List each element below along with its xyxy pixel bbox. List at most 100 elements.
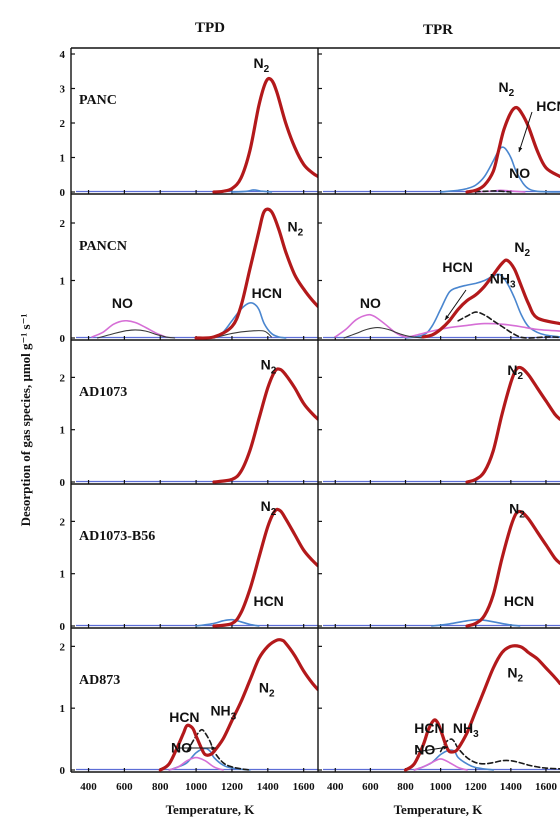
species-label-subscript: 2 <box>517 371 523 382</box>
species-label-subscript: 3 <box>231 712 237 723</box>
series-group-tpr <box>465 365 560 484</box>
column-title-tpd: TPD <box>195 20 225 36</box>
series-group-tpr <box>439 105 560 194</box>
species-label: N2 <box>261 357 277 377</box>
series-group-tpr <box>334 258 560 339</box>
plot-layer: 0 1 2 3 4 N2 PANC N2 HCN NO 0 1 2 NO N2 HCN PANCN NO HCN N2… <box>60 47 560 793</box>
species-label: HCN <box>169 709 199 725</box>
species-label: HCN <box>442 259 472 275</box>
y-tick-label: 4 <box>60 49 66 61</box>
y-tick-label: 1 <box>60 153 66 165</box>
y-tick-label: 3 <box>60 84 66 96</box>
species-label-subscript: 2 <box>524 248 530 259</box>
species-label-subscript: 2 <box>264 64 270 75</box>
species-label: NO <box>509 165 530 181</box>
series-line-n2 <box>212 507 318 628</box>
series-group-tpd <box>91 207 318 340</box>
species-label: HCN <box>536 98 560 114</box>
series-line-n2 <box>212 367 318 484</box>
series-group-tpd <box>212 367 318 484</box>
species-label: N2 <box>499 79 515 99</box>
species-label: N2 <box>509 501 525 521</box>
x-tick-label: 1200 <box>221 781 244 793</box>
series-line-n2 <box>465 509 560 628</box>
series-line-n2 <box>465 365 560 484</box>
species-label: N2 <box>259 680 275 700</box>
species-label: NH3 <box>453 720 479 740</box>
x-tick-label: 400 <box>80 781 97 793</box>
species-label-subscript: 2 <box>517 673 523 684</box>
series-line-n2 <box>465 105 560 194</box>
y-tick-label: 0 <box>60 333 66 345</box>
series-line-hcn <box>404 273 560 339</box>
x-tick-label: 400 <box>327 781 344 793</box>
sample-label: AD1073-B56 <box>79 529 155 544</box>
series-group-tpr <box>403 644 560 772</box>
x-tick-label: 600 <box>362 781 379 793</box>
species-label-subscript: 2 <box>269 689 275 700</box>
series-line-n2 <box>212 76 318 194</box>
y-tick-label: 1 <box>60 276 66 288</box>
sample-label: PANC <box>79 93 117 108</box>
y-axis-title: Desorption of gas species, μmol g⁻¹ s⁻¹ <box>18 314 33 527</box>
sample-label: AD873 <box>79 673 120 688</box>
annotation-arrow-tpr-no <box>415 746 449 753</box>
species-label: NO <box>414 742 435 758</box>
y-tick-label: 0 <box>60 187 66 199</box>
species-label: HCN <box>252 285 282 301</box>
x-tick-label: 1200 <box>465 781 488 793</box>
species-label: N2 <box>253 55 269 75</box>
y-tick-label: 0 <box>60 621 66 633</box>
series-line-nh3 <box>186 728 251 771</box>
series-line-hcn <box>195 618 260 627</box>
species-label-subscript: 2 <box>298 228 304 239</box>
species-label: HCN <box>504 593 534 609</box>
annotation-arrow-nh3 <box>444 289 467 321</box>
series-line-hcn <box>168 747 251 771</box>
series-line-hcn <box>231 189 273 193</box>
annotation-arrow-tpr-no-head <box>443 745 448 750</box>
y-tick-label: 2 <box>60 641 66 653</box>
series-line-n2 <box>421 258 560 339</box>
species-label: NH3 <box>490 270 516 290</box>
y-tick-label: 2 <box>60 218 66 230</box>
y-tick-label: 1 <box>60 425 66 437</box>
series-line-n2 <box>403 644 560 772</box>
species-label-subscript: 2 <box>271 507 277 518</box>
species-label: N2 <box>507 664 523 684</box>
sample-label: AD1073 <box>79 385 127 400</box>
series-line-n2 <box>158 638 318 772</box>
series-line-hcn <box>213 301 287 339</box>
x-tick-label: 800 <box>397 781 414 793</box>
sample-label: PANCN <box>79 239 127 254</box>
series-line-hcn_2 <box>213 330 272 339</box>
series-group-tpr <box>431 509 560 628</box>
annotation-arrow-hcn <box>518 111 533 153</box>
x-tick-label: 1400 <box>257 781 280 793</box>
species-label: HCN <box>414 720 444 736</box>
series-line-no_2 <box>343 327 424 339</box>
x-tick-label: 1600 <box>535 781 558 793</box>
y-tick-label: 1 <box>60 703 66 715</box>
column-title-tpr: TPR <box>423 22 453 38</box>
y-tick-label: 0 <box>60 765 66 777</box>
annotation-arrow-hcn-head <box>518 147 523 152</box>
x-tick-label: 1000 <box>430 781 453 793</box>
x-tick-label: 800 <box>152 781 169 793</box>
series-group-tpd <box>212 76 318 194</box>
series-group-tpd <box>195 507 318 628</box>
series-line-n2 <box>194 207 318 340</box>
species-label: NO <box>112 295 133 311</box>
x-tick-label: 1400 <box>500 781 523 793</box>
y-tick-label: 2 <box>60 118 66 130</box>
series-line-nh3 <box>457 311 560 339</box>
series-line-hcn <box>439 146 560 193</box>
series-line-no <box>91 319 167 338</box>
species-label-subscript: 2 <box>509 88 515 99</box>
y-tick-label: 2 <box>60 372 66 384</box>
species-label-subscript: 3 <box>473 729 479 740</box>
series-line-no <box>334 313 560 338</box>
species-label: NH3 <box>210 703 236 723</box>
species-label-subscript: 2 <box>519 510 525 521</box>
